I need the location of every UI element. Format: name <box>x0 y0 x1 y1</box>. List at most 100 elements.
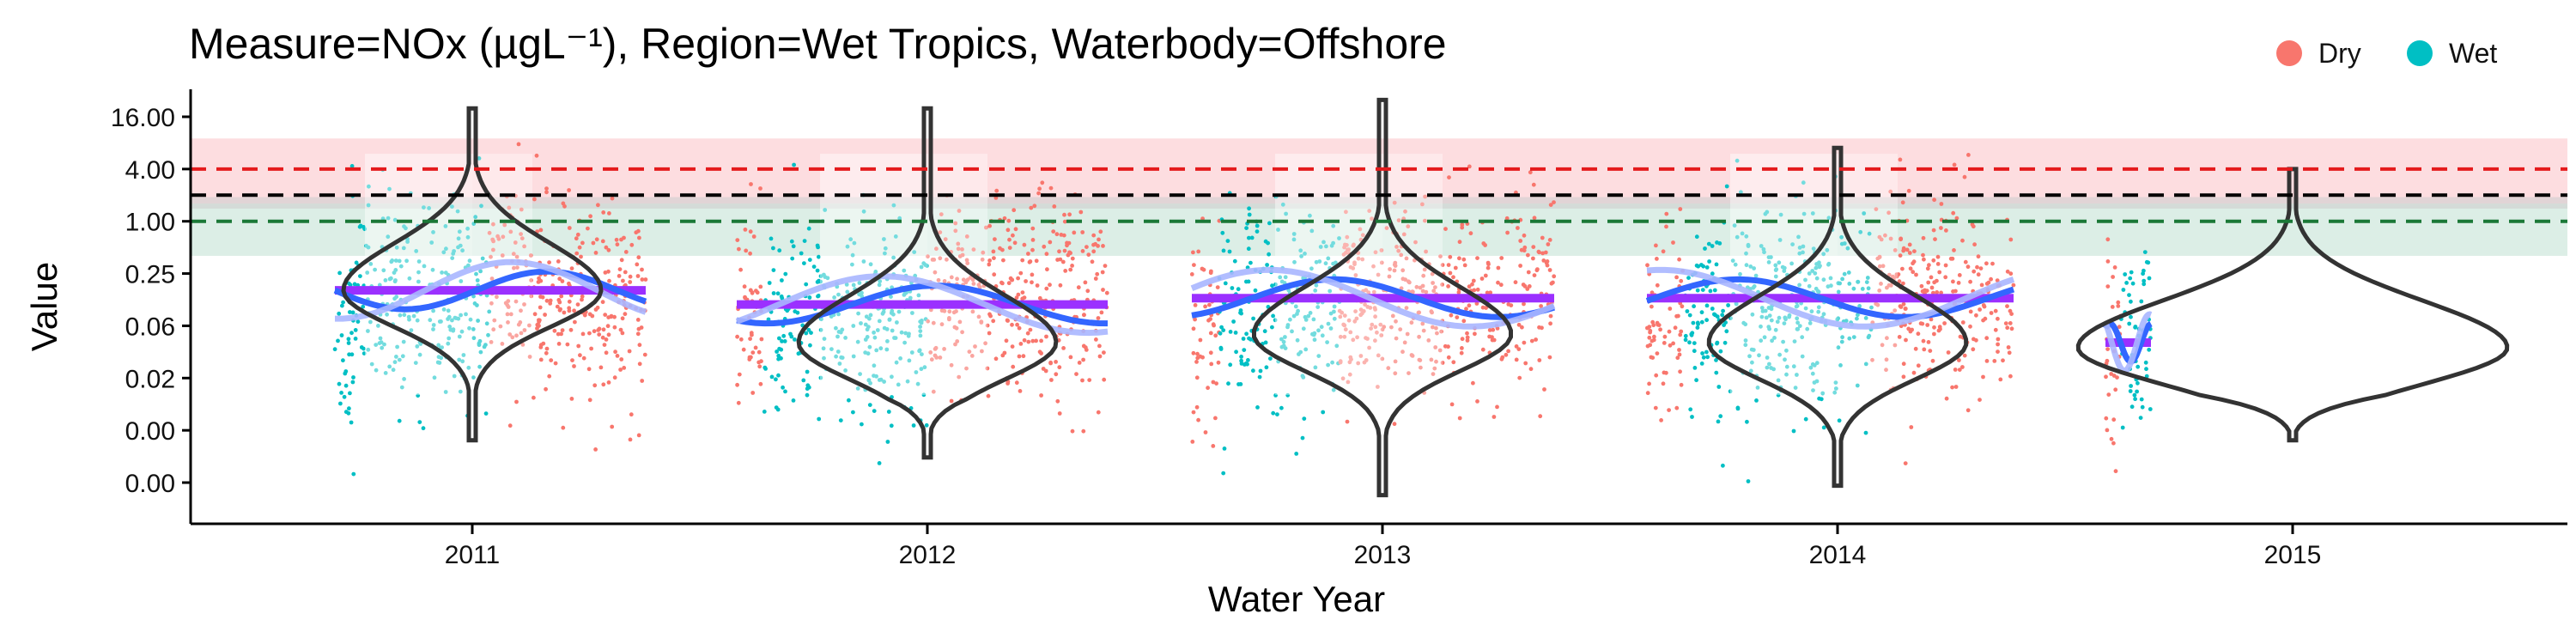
data-point <box>938 256 943 261</box>
data-point <box>1921 252 1925 258</box>
data-point <box>1234 349 1238 355</box>
data-point <box>1390 313 1395 319</box>
data-point <box>2111 374 2117 378</box>
data-point <box>1018 389 1023 393</box>
data-point <box>1396 218 1401 222</box>
data-point <box>572 308 576 313</box>
data-point <box>1263 340 1268 345</box>
data-point <box>1723 320 1728 325</box>
data-point <box>863 322 868 327</box>
data-point <box>1877 234 1882 240</box>
data-point <box>2105 428 2110 433</box>
data-point <box>1044 286 1049 291</box>
data-point <box>805 369 810 374</box>
data-point <box>430 267 435 272</box>
data-point <box>586 367 592 372</box>
data-point <box>953 342 957 347</box>
data-point <box>416 279 421 284</box>
data-point <box>1414 284 1419 289</box>
data-point <box>1673 325 1678 331</box>
data-point <box>1668 343 1673 348</box>
data-point <box>1766 306 1771 310</box>
data-point <box>1233 331 1238 335</box>
data-point <box>593 251 598 255</box>
data-point <box>1278 275 1283 280</box>
y-tick-label: 16.00 <box>111 104 175 132</box>
data-point <box>2105 358 2110 363</box>
data-point <box>1443 227 1448 231</box>
data-point <box>1856 279 1861 284</box>
data-point <box>890 308 895 313</box>
data-point <box>528 253 533 258</box>
data-point <box>1712 312 1716 317</box>
legend-wet-swatch <box>2407 40 2433 66</box>
data-point <box>947 309 952 314</box>
data-point <box>1424 249 1428 254</box>
data-point <box>832 295 836 300</box>
data-point <box>1914 272 1918 277</box>
data-point <box>1431 289 1437 294</box>
data-point <box>635 318 641 322</box>
data-point <box>1401 232 1406 237</box>
data-point <box>738 337 744 342</box>
data-point <box>1036 191 1041 196</box>
data-point <box>1060 259 1066 264</box>
data-point <box>380 345 385 350</box>
data-point <box>457 334 462 339</box>
data-point <box>614 237 619 242</box>
data-point <box>1930 358 1935 363</box>
data-point <box>1688 407 1693 412</box>
data-point <box>759 337 764 342</box>
data-point <box>386 216 391 221</box>
data-point <box>1814 265 1819 270</box>
data-point <box>1462 263 1467 268</box>
data-point <box>620 331 625 336</box>
data-point <box>532 312 538 317</box>
data-point <box>877 283 882 288</box>
data-point <box>1244 331 1249 337</box>
data-point <box>878 279 883 283</box>
data-point <box>1863 430 1868 435</box>
data-point <box>1732 223 1737 228</box>
data-point <box>960 247 964 252</box>
data-point <box>1840 335 1845 340</box>
data-point <box>487 309 492 314</box>
data-point <box>861 259 866 264</box>
data-point <box>1938 326 1942 331</box>
data-point <box>1971 224 1976 229</box>
data-point <box>887 318 892 322</box>
data-point <box>835 349 841 354</box>
data-point <box>1983 316 1988 321</box>
data-point <box>804 331 809 336</box>
data-point <box>1230 286 1235 290</box>
data-point <box>621 278 625 283</box>
data-point <box>1855 316 1859 321</box>
data-point <box>818 375 823 380</box>
data-point <box>1279 344 1285 349</box>
data-point <box>822 272 826 277</box>
data-point <box>2008 271 2014 276</box>
data-point <box>1662 341 1667 345</box>
data-point <box>1457 416 1462 421</box>
data-point <box>446 308 451 313</box>
data-point <box>1308 213 1312 218</box>
data-point <box>808 343 812 348</box>
data-point <box>402 313 407 318</box>
data-point <box>1239 361 1244 366</box>
data-point <box>637 361 642 367</box>
data-point <box>2132 392 2137 398</box>
data-point <box>1221 328 1226 332</box>
data-point <box>1551 280 1555 285</box>
data-point <box>1298 248 1303 253</box>
data-point <box>851 283 856 288</box>
data-point <box>1446 263 1451 267</box>
violin-outline <box>1252 97 1513 498</box>
data-point <box>1978 307 1983 312</box>
data-point <box>2136 380 2140 386</box>
data-point <box>1744 263 1749 268</box>
data-point <box>511 252 516 257</box>
data-point <box>1674 313 1679 319</box>
data-point <box>1545 259 1550 264</box>
x-axis-title: Water Year <box>1208 579 1385 619</box>
data-point <box>1518 239 1523 243</box>
